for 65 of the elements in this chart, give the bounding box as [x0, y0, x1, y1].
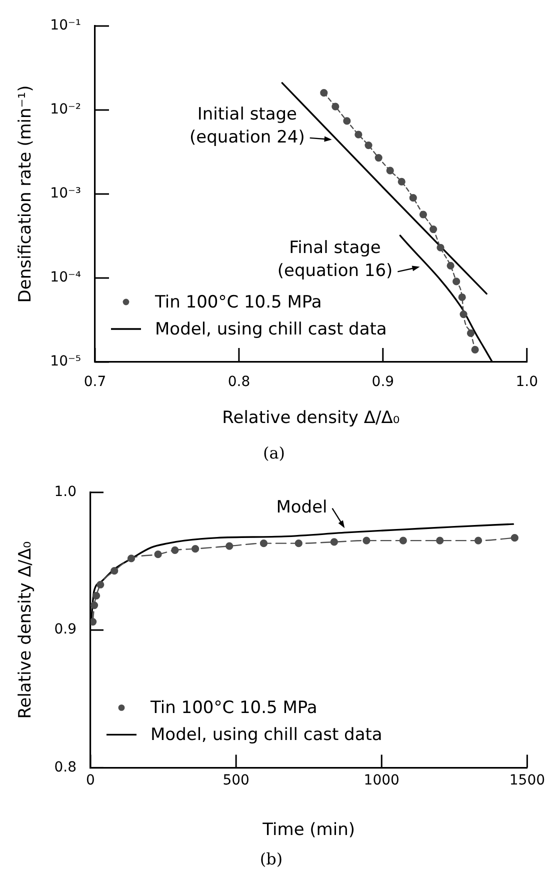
- y-tick-label: 10⁻⁴: [50, 270, 82, 286]
- point: [127, 554, 136, 562]
- point: [399, 536, 407, 544]
- point: [374, 154, 382, 162]
- y-tick-label: 1.0: [54, 484, 76, 500]
- legend-label: Model, using chill cast data: [150, 725, 382, 746]
- x-axis-title: Time (min): [262, 820, 356, 840]
- text: (a): [262, 444, 286, 463]
- legend-label: Tin 100°C 10.5 MPa: [150, 698, 318, 718]
- y-tick-label: 10⁻⁵: [50, 354, 81, 370]
- y-axis-title: Relative density Δ/Δ₀: [16, 541, 36, 719]
- x-tick-label: 0.9: [372, 374, 394, 390]
- point: [436, 536, 444, 544]
- point: [446, 262, 454, 270]
- point: [429, 226, 438, 234]
- point: [226, 542, 234, 550]
- point: [92, 592, 100, 600]
- point: [96, 580, 104, 588]
- point: [332, 102, 340, 110]
- point: [471, 346, 479, 354]
- point: [330, 538, 338, 546]
- x-axis-title: Relative density Δ/Δ₀: [222, 408, 400, 428]
- point: [419, 210, 428, 218]
- point: [466, 329, 475, 338]
- point: [110, 567, 118, 575]
- point: [260, 540, 268, 548]
- point: [294, 540, 302, 548]
- point: [409, 194, 417, 202]
- y-tick-label: 0.9: [54, 622, 76, 638]
- x-tick-label: 1500: [509, 772, 546, 789]
- text: (b): [260, 850, 283, 869]
- y-axis-title: Densification rate (min⁻¹): [16, 85, 36, 303]
- y-tick-label: 10⁻¹: [50, 18, 81, 34]
- point: [90, 601, 98, 610]
- x-tick-label: 0.8: [228, 374, 250, 390]
- annotation: Final stage (equation 16): [277, 238, 393, 282]
- point: [364, 142, 372, 150]
- point: [460, 310, 468, 318]
- point: [192, 545, 200, 553]
- point: [362, 536, 370, 544]
- point: [474, 536, 482, 544]
- point: [343, 117, 351, 125]
- x-tick-label: 1000: [364, 772, 400, 789]
- y-tick-label: 10⁻²: [50, 102, 81, 118]
- y-tick-label: 10⁻³: [50, 186, 81, 202]
- point: [320, 89, 328, 97]
- x-tick-label: 0.7: [84, 374, 106, 390]
- annotation: Model: [276, 498, 328, 518]
- y-tick-label: 0.8: [54, 759, 76, 776]
- annotation: Initial stage (equation 24): [190, 104, 305, 148]
- point: [386, 166, 394, 174]
- point: [436, 244, 444, 252]
- point: [171, 546, 179, 554]
- legend-label: Model, using chill cast data: [155, 319, 387, 340]
- point: [154, 550, 162, 558]
- point: [458, 293, 466, 302]
- x-tick-label: 1.0: [516, 374, 538, 390]
- point: [510, 534, 518, 542]
- legend-label: Tin 100°C 10.5 MPa: [154, 292, 322, 312]
- x-tick-label: 500: [222, 772, 250, 789]
- x-tick-label: 0: [86, 772, 95, 789]
- point: [398, 178, 406, 186]
- point: [90, 618, 97, 626]
- point: [452, 278, 460, 286]
- point: [354, 130, 362, 138]
